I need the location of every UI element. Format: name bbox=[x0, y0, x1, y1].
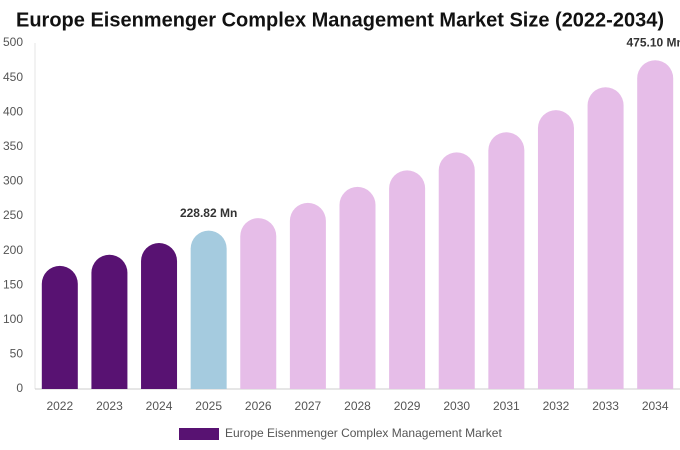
x-tick-label: 2027 bbox=[295, 399, 322, 413]
y-tick-label: 100 bbox=[3, 312, 23, 326]
x-tick-label: 2034 bbox=[642, 399, 669, 413]
bar bbox=[190, 230, 227, 389]
y-tick-label: 150 bbox=[3, 277, 23, 291]
bar bbox=[91, 254, 128, 389]
bar bbox=[587, 87, 624, 390]
x-tick-label: 2033 bbox=[592, 399, 619, 413]
y-tick-label: 450 bbox=[3, 70, 23, 84]
x-tick-label: 2032 bbox=[543, 399, 570, 413]
bar bbox=[339, 186, 376, 389]
bar bbox=[537, 110, 574, 389]
x-tick-label: 2024 bbox=[146, 399, 173, 413]
bar bbox=[389, 170, 426, 389]
x-tick-label: 2029 bbox=[394, 399, 421, 413]
bar bbox=[41, 265, 78, 389]
x-tick-label: 2030 bbox=[443, 399, 470, 413]
y-tick-label: 0 bbox=[16, 381, 23, 395]
bar bbox=[637, 60, 674, 389]
x-tick-label: 2031 bbox=[493, 399, 520, 413]
bar bbox=[289, 202, 326, 389]
y-tick-label: 250 bbox=[3, 208, 23, 222]
chart-title: Europe Eisenmenger Complex Management Ma… bbox=[16, 9, 664, 31]
x-tick-label: 2022 bbox=[46, 399, 73, 413]
legend-label: Europe Eisenmenger Complex Management Ma… bbox=[225, 426, 502, 440]
value-label: 228.82 Mn bbox=[180, 206, 237, 220]
bar bbox=[488, 132, 525, 390]
x-tick-label: 2025 bbox=[195, 399, 222, 413]
legend-swatch bbox=[179, 428, 219, 440]
y-tick-label: 300 bbox=[3, 174, 23, 188]
bar bbox=[240, 218, 277, 389]
x-tick-label: 2028 bbox=[344, 399, 371, 413]
y-tick-label: 200 bbox=[3, 243, 23, 257]
y-tick-label: 400 bbox=[3, 104, 23, 118]
x-tick-label: 2026 bbox=[245, 399, 272, 413]
y-tick-label: 500 bbox=[3, 35, 23, 49]
bar bbox=[438, 152, 475, 389]
y-tick-label: 50 bbox=[10, 347, 24, 361]
bar bbox=[141, 243, 178, 389]
y-tick-label: 350 bbox=[3, 139, 23, 153]
x-tick-label: 2023 bbox=[96, 399, 123, 413]
value-label: 475.10 Mn bbox=[627, 35, 680, 49]
